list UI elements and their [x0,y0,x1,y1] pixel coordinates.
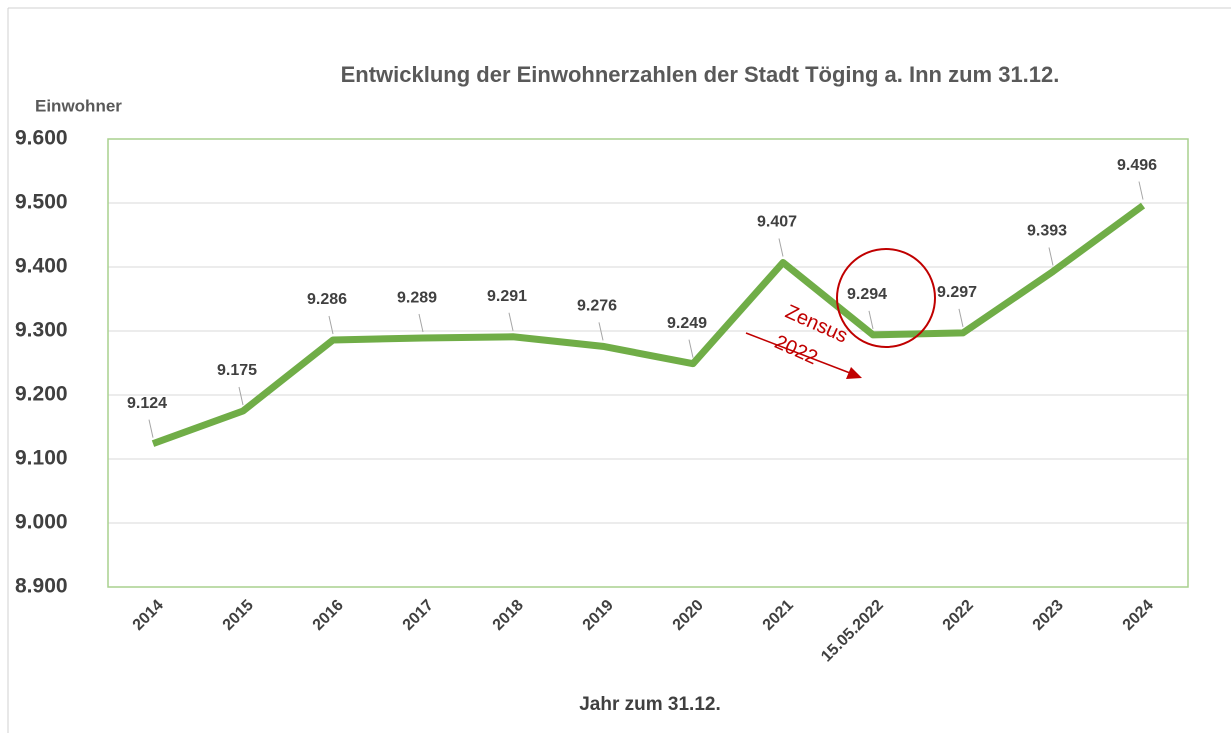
data-label: 9.496 [1117,157,1157,174]
x-tick-label: 2022 [940,597,977,634]
y-tick-label: 8.900 [15,575,68,598]
x-tick-label: 2017 [400,597,437,634]
x-tick-group: 2021 [760,597,797,634]
line [151,202,1146,447]
y-tick-label: 9.400 [15,255,68,278]
x-tick-label: 2020 [670,597,707,634]
leader-line [778,238,784,257]
leader-line [868,310,874,329]
leader-line [328,315,334,335]
data-label: 9.407 [757,214,797,231]
data-label: 9.393 [1027,223,1067,240]
data-label: 9.289 [397,289,437,306]
data-label: 9.286 [307,291,347,308]
data-label: 9.175 [217,362,257,379]
plot-border [107,138,1189,588]
x-tick-label: 2016 [310,597,347,634]
x-tick-label: 2023 [1030,597,1067,634]
data-label: 9.249 [667,315,707,332]
data-label: 9.297 [937,284,977,301]
x-tick-group: 2015 [220,597,257,634]
leader-line [688,339,694,358]
x-tick-group: 2024 [1120,597,1157,634]
y-tick-label: 9.100 [15,447,68,470]
leader-line [1048,247,1054,266]
x-tick-label: 2024 [1120,597,1157,634]
y-axis-label: Einwohner [35,96,122,115]
leader-line [238,386,244,406]
y-tick-label: 9.000 [15,511,68,534]
data-label: 9.276 [577,298,617,315]
chart-title: Entwicklung der Einwohnerzahlen der Stad… [341,62,1060,87]
leader-line [958,308,964,328]
x-tick-label: 2015 [220,597,257,634]
x-tick-group: 2017 [400,597,437,634]
leader-line [418,313,424,333]
leader-line [148,419,154,438]
x-tick-group: 2018 [490,597,527,634]
annotation: 2022 [771,331,821,369]
x-tick-label: 2014 [130,597,167,634]
x-tick-group: 2020 [670,597,707,634]
x-tick-group: 2019 [580,597,617,634]
x-axis-label: Jahr zum 31.12. [579,694,721,715]
annotation-arrow [745,332,851,374]
y-tick-label: 9.300 [15,319,68,342]
x-tick-label: 15.05.2022 [818,597,887,666]
x-tick-group: 2014 [130,597,167,634]
leader-line [598,322,604,341]
y-tick-label: 9.200 [15,383,68,406]
leader-line [508,312,514,331]
y-tick-label: 9.600 [15,127,68,150]
x-tick-group: 2016 [310,597,347,634]
data-label: 9.291 [487,288,527,305]
x-tick-label: 2019 [580,597,617,634]
x-tick-group: 15.05.2022 [818,597,887,666]
y-tick-label: 9.500 [15,191,68,214]
arrow-head [846,367,862,379]
x-tick-label: 2021 [760,597,797,634]
x-tick-group: 2023 [1030,597,1067,634]
highlight-circle [836,248,936,348]
x-tick-group: 2022 [940,597,977,634]
leader-line [1138,181,1144,200]
data-label: 9.124 [127,395,167,412]
data-label: 9.294 [847,286,887,303]
x-tick-label: 2018 [490,597,527,634]
